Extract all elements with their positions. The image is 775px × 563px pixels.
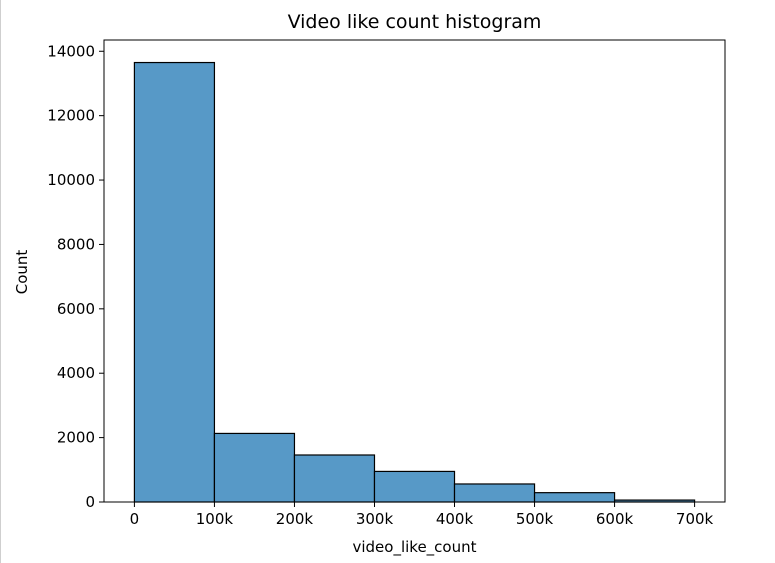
window-edge <box>0 0 1 563</box>
x-axis-label: video_like_count <box>352 538 476 557</box>
x-tick-label: 0 <box>130 510 140 528</box>
y-tick-label: 12000 <box>47 107 95 125</box>
y-tick-label: 2000 <box>57 429 95 447</box>
histogram-bar-3 <box>293 454 376 503</box>
histogram-bar-6 <box>533 492 616 503</box>
y-tick-label: 14000 <box>47 42 95 60</box>
plot-frame <box>103 39 726 503</box>
x-tick-label: 600k <box>596 510 634 528</box>
y-tick-label: 0 <box>85 493 95 511</box>
histogram-bar-5 <box>453 483 536 503</box>
x-tick-label: 500k <box>516 510 554 528</box>
x-tick-label: 300k <box>356 510 394 528</box>
histogram-bar-2 <box>213 432 296 503</box>
y-tick-label: 6000 <box>57 300 95 318</box>
x-tick-label: 100k <box>196 510 234 528</box>
y-tick-label: 4000 <box>57 364 95 382</box>
chart-title: Video like count histogram <box>288 11 542 33</box>
histogram-bar-4 <box>373 470 456 503</box>
y-tick-label: 8000 <box>57 235 95 253</box>
bars-group <box>133 61 696 503</box>
y-axis-ticks: 0 2000 4000 6000 8000 10000 12000 14000 <box>47 42 104 511</box>
y-tick-label: 10000 <box>47 171 95 189</box>
x-axis-ticks: 0 100k 200k 300k 400k 500k 600k 700k <box>130 502 714 528</box>
histogram-bar-1 <box>133 61 216 503</box>
y-axis-label: Count <box>13 250 31 295</box>
x-tick-label: 400k <box>436 510 474 528</box>
x-tick-label: 200k <box>276 510 314 528</box>
x-tick-label: 700k <box>676 510 714 528</box>
